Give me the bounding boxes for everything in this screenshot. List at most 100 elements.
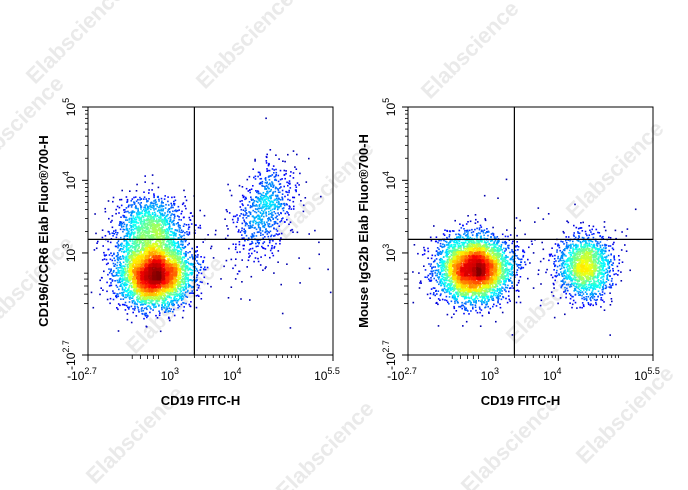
event-dot [261,214,263,216]
event-dot [249,225,251,227]
event-dot [195,295,198,297]
event-dot [162,214,164,217]
event-dot [271,224,274,227]
event-dot [136,239,138,241]
event-dot [265,205,267,208]
event-dot [141,220,144,223]
event-dot [130,249,132,252]
event-dot [138,286,141,289]
event-dot [154,199,156,202]
event-dot [181,286,184,288]
event-dot [141,249,144,251]
event-dot [278,158,280,160]
event-dot [130,254,133,256]
event-dot [99,293,101,296]
event-dot [267,207,270,210]
event-dot [182,247,185,250]
event-dot [260,232,262,234]
event-dot [130,233,133,235]
event-dot [137,247,140,249]
event-dot [130,294,132,297]
event-dot [162,205,165,207]
event-dot [245,234,248,237]
event-dot [142,288,145,290]
event-dot [277,174,280,177]
event-dot [261,205,264,208]
event-dot [149,227,151,230]
event-dot [191,254,193,256]
event-dot [136,276,138,279]
event-dot [275,242,277,245]
event-dot [115,255,118,257]
event-dot [137,295,139,297]
event-dot [145,253,148,255]
event-dot [272,186,274,188]
event-dot [179,269,181,271]
event-dot [147,215,150,218]
event-dot [146,223,149,225]
event-dot [138,243,141,246]
event-dot [156,298,159,300]
event-dot [139,264,142,267]
event-dot [166,246,168,248]
event-dot [154,297,157,300]
event-dot [210,247,212,250]
event-dot [144,175,146,177]
event-dot [191,247,193,250]
event-dot [154,289,157,291]
event-dot [156,224,159,226]
event-dot [126,278,129,281]
event-dot [161,213,164,216]
event-dot [113,257,115,259]
event-dot [160,297,162,300]
event-dot [267,186,269,188]
event-dot [173,294,176,296]
event-dot [235,258,237,260]
event-dot [274,179,276,181]
event-dot [270,188,272,191]
event-dot [160,235,162,238]
event-dot [288,180,291,182]
event-dot [190,271,193,274]
event-dot [191,290,193,292]
event-dot [110,252,112,254]
event-dot [154,246,157,248]
event-dot [170,274,172,277]
event-dot [119,256,122,258]
event-dot [180,283,182,286]
event-dot [155,215,157,218]
event-dot [273,184,275,187]
event-dot [171,196,173,199]
event-dot [196,274,199,276]
event-dot [151,293,153,296]
event-dot [287,153,289,156]
event-dot [196,262,199,264]
event-dot [108,233,111,235]
event-dot [182,241,184,243]
event-dot [134,290,137,293]
event-dot [296,153,298,156]
event-dot [148,198,150,200]
event-dot [255,190,257,192]
event-dot [183,285,186,288]
event-dot [159,330,162,333]
event-dot [153,223,155,226]
event-dot [133,218,136,221]
event-dot [174,271,177,274]
event-dot [121,286,124,289]
event-dot [141,212,144,215]
event-dot [191,279,193,282]
event-dot [164,265,167,268]
event-dot [119,274,121,277]
event-dot [176,215,179,217]
event-dot [259,218,261,220]
event-dot [183,252,185,255]
event-dot [270,234,273,237]
event-dot [142,284,145,286]
event-dot [152,235,154,237]
event-dot [120,243,122,246]
event-dot [144,214,147,216]
event-dot [127,251,129,254]
event-dot [136,270,138,272]
event-dot [271,213,273,215]
